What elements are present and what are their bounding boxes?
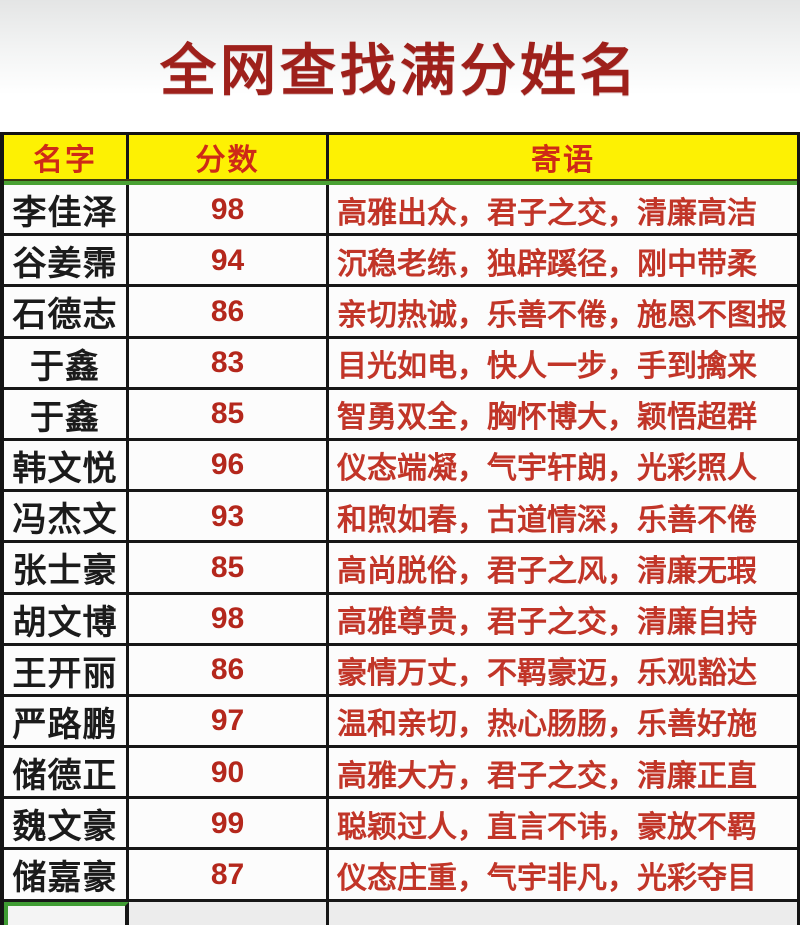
- name-cell[interactable]: 张士豪: [4, 543, 129, 593]
- message-cell[interactable]: 高雅出众，君子之交，清廉高洁: [337, 196, 757, 230]
- name-cell[interactable]: 冯杰文: [4, 492, 129, 542]
- message-cell[interactable]: 温和亲切，热心肠肠，乐善好施: [337, 708, 757, 742]
- names-score-table: 名字 分数 寄语 李佳泽 98 高雅出众，君子之交，清廉高洁 谷姜霈 94 沉稳…: [0, 132, 800, 925]
- empty-message-cell[interactable]: [329, 902, 797, 925]
- message-cell[interactable]: 聪颖过人，直言不讳，豪放不羁: [337, 810, 757, 844]
- empty-score-cell[interactable]: [129, 901, 329, 925]
- score-cell[interactable]: 90: [129, 748, 329, 798]
- header-score[interactable]: 分数: [129, 135, 329, 179]
- score-cell[interactable]: 85: [129, 543, 329, 593]
- name-cell[interactable]: 李佳泽: [4, 185, 129, 234]
- message-cell[interactable]: 高雅尊贵，君子之交，清廉自持: [337, 606, 757, 639]
- table-row: 韩文悦 96 仪态端凝，气宇轩朗，光彩照人: [4, 440, 797, 493]
- message-cell[interactable]: 和煦如春，古道情深，乐善不倦: [337, 503, 757, 537]
- table-header-row: 名字 分数 寄语: [4, 135, 797, 181]
- header-message[interactable]: 寄语: [531, 144, 595, 177]
- message-cell[interactable]: 高雅大方，君子之交，清廉正直: [337, 759, 757, 793]
- score-cell[interactable]: 85: [129, 389, 329, 439]
- message-cell[interactable]: 智勇双全，胸怀博大，颖悟超群: [337, 401, 757, 435]
- message-cell[interactable]: 高尚脱俗，君子之风，清廉无瑕: [337, 554, 757, 588]
- message-cell[interactable]: 目光如电，快人一步，手到擒来: [337, 350, 757, 384]
- message-cell[interactable]: 亲切热诚，乐善不倦，施恩不图报: [337, 298, 787, 332]
- green-divider: [4, 181, 797, 185]
- table-row: 王开丽 86 豪情万丈，不羁豪迈，乐观豁达: [4, 645, 797, 697]
- score-cell[interactable]: 94: [129, 236, 329, 286]
- selected-cell[interactable]: [4, 901, 129, 925]
- table-row: 于鑫 85 智勇双全，胸怀博大，颖悟超群: [4, 389, 797, 441]
- name-cell[interactable]: 严路鹏: [4, 696, 129, 746]
- table-row: 冯杰文 93 和煦如春，古道情深，乐善不倦: [4, 492, 797, 544]
- table-row: 谷姜霈 94 沉稳老练，独辟蹊径，刚中带柔: [4, 236, 797, 288]
- score-cell[interactable]: 87: [129, 850, 329, 900]
- name-cell[interactable]: 谷姜霈: [4, 236, 129, 286]
- empty-row: [4, 901, 797, 925]
- name-cell[interactable]: 于鑫: [4, 389, 129, 439]
- name-cell[interactable]: 石德志: [4, 287, 129, 337]
- table-row: 储嘉豪 87 仪态庄重，气宇非凡，光彩夺目: [4, 850, 797, 902]
- name-cell[interactable]: 储嘉豪: [4, 850, 129, 900]
- message-cell[interactable]: 仪态端凝，气宇轩朗，光彩照人: [337, 452, 757, 486]
- name-cell[interactable]: 王开丽: [4, 645, 129, 695]
- score-cell[interactable]: 97: [129, 696, 329, 746]
- name-cell[interactable]: 魏文豪: [4, 799, 129, 849]
- message-cell[interactable]: 豪情万丈，不羁豪迈，乐观豁达: [337, 657, 757, 691]
- table-row: 李佳泽 98 高雅出众，君子之交，清廉高洁: [4, 185, 797, 237]
- score-cell[interactable]: 93: [129, 492, 329, 542]
- page-title: 全网查找满分姓名: [160, 40, 640, 103]
- table-row: 石德志 86 亲切热诚，乐善不倦，施恩不图报: [4, 287, 797, 339]
- table-row: 于鑫 83 目光如电，快人一步，手到擒来: [4, 338, 797, 390]
- table-row: 储德正 90 高雅大方，君子之交，清廉正直: [4, 748, 797, 800]
- table-row: 魏文豪 99 聪颖过人，直言不讳，豪放不羁: [4, 799, 797, 851]
- table-row: 严路鹏 97 温和亲切，热心肠肠，乐善好施: [4, 696, 797, 749]
- header-name[interactable]: 名字: [4, 135, 129, 179]
- score-cell[interactable]: 86: [129, 645, 329, 695]
- message-cell[interactable]: 仪态庄重，气宇非凡，光彩夺目: [337, 861, 757, 895]
- table-row: 张士豪 85 高尚脱俗，君子之风，清廉无瑕: [4, 543, 797, 595]
- title-band: 全网查找满分姓名: [0, 0, 800, 132]
- name-cell[interactable]: 于鑫: [4, 338, 129, 388]
- score-cell[interactable]: 98: [129, 594, 329, 644]
- table-row: 胡文博 98 高雅尊贵，君子之交，清廉自持: [4, 594, 797, 646]
- name-cell[interactable]: 胡文博: [4, 594, 129, 644]
- score-cell[interactable]: 86: [129, 287, 329, 337]
- score-cell[interactable]: 99: [129, 799, 329, 849]
- score-cell[interactable]: 96: [129, 440, 329, 490]
- name-cell[interactable]: 韩文悦: [4, 440, 129, 490]
- score-cell[interactable]: 98: [129, 185, 329, 234]
- score-cell[interactable]: 83: [129, 338, 329, 388]
- name-cell[interactable]: 储德正: [4, 748, 129, 798]
- message-cell[interactable]: 沉稳老练，独辟蹊径，刚中带柔: [337, 247, 757, 281]
